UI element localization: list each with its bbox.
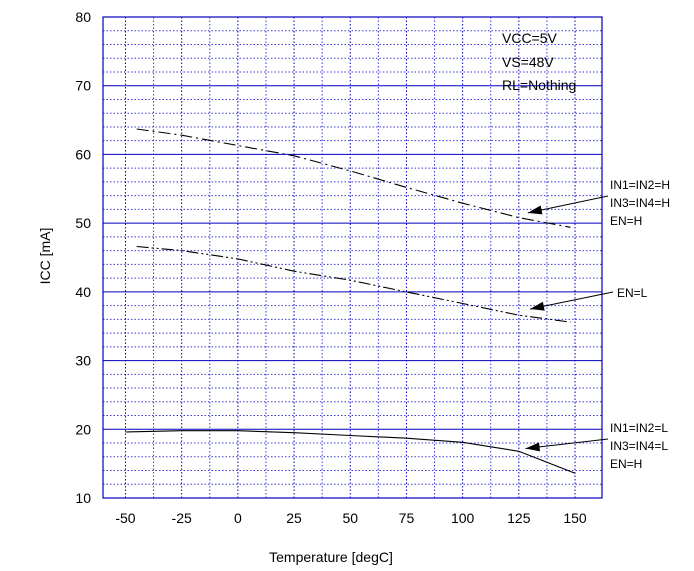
x-tick-label: -50 <box>115 510 135 526</box>
x-axis-label: Temperature [degC] <box>269 549 393 565</box>
plot-border <box>102 16 603 499</box>
tick-labels: -50 -25 0 25 50 75 100 125 150 10 20 30 40 50 60 70 80 <box>75 9 586 526</box>
conditions-note: VCC=5V VS=48V RL=Nothing <box>502 30 576 93</box>
y-tick-label: 30 <box>75 353 91 369</box>
annotation-all-high: IN1=IN2=H IN3=IN4=H EN=H <box>610 178 670 228</box>
y-tick-label: 10 <box>75 490 91 506</box>
x-tick-label: 125 <box>507 510 531 526</box>
y-tick-label: 60 <box>75 146 91 162</box>
annotation-leader <box>529 291 614 310</box>
y-tick-label: 70 <box>75 78 91 94</box>
annotation-en-low: EN=L <box>617 286 648 300</box>
arrowhead-icon <box>527 205 543 215</box>
y-axis-label: ICC [mA] <box>37 228 53 285</box>
x-tick-label: 0 <box>234 510 242 526</box>
arrowhead-icon <box>525 442 541 452</box>
annotation-arrows <box>525 195 614 452</box>
annotation-en-low-line1: EN=L <box>617 286 648 300</box>
series-group <box>125 128 576 474</box>
series-line-1 <box>136 128 571 228</box>
series-line-3 <box>125 430 576 474</box>
annotation-all-low: IN1=IN2=L IN3=IN4=L EN=H <box>610 421 668 471</box>
condition-rl: RL=Nothing <box>502 77 576 93</box>
x-tick-label: 25 <box>286 510 302 526</box>
annotation-all-high-line2: IN3=IN4=H <box>610 196 670 210</box>
condition-vcc: VCC=5V <box>502 30 558 46</box>
x-tick-label: 75 <box>399 510 415 526</box>
annotation-all-low-line1: IN1=IN2=L <box>610 421 668 435</box>
annotation-all-low-line3: EN=H <box>610 457 642 471</box>
series-line-2 <box>136 245 571 323</box>
annotation-all-high-line3: EN=H <box>610 214 642 228</box>
y-tick-label: 20 <box>75 421 91 437</box>
annotation-all-low-line2: IN3=IN4=L <box>610 439 668 453</box>
y-tick-label: 80 <box>75 9 91 25</box>
arrowhead-icon <box>530 301 545 311</box>
condition-vs: VS=48V <box>502 54 554 70</box>
plot-frame <box>102 16 603 499</box>
x-tick-label: 150 <box>563 510 587 526</box>
annotation-all-high-line1: IN1=IN2=H <box>610 178 670 192</box>
x-tick-label: 100 <box>451 510 475 526</box>
y-tick-label: 40 <box>75 284 91 300</box>
x-tick-label: 50 <box>342 510 358 526</box>
y-tick-label: 50 <box>75 215 91 231</box>
x-tick-label: -25 <box>172 510 192 526</box>
